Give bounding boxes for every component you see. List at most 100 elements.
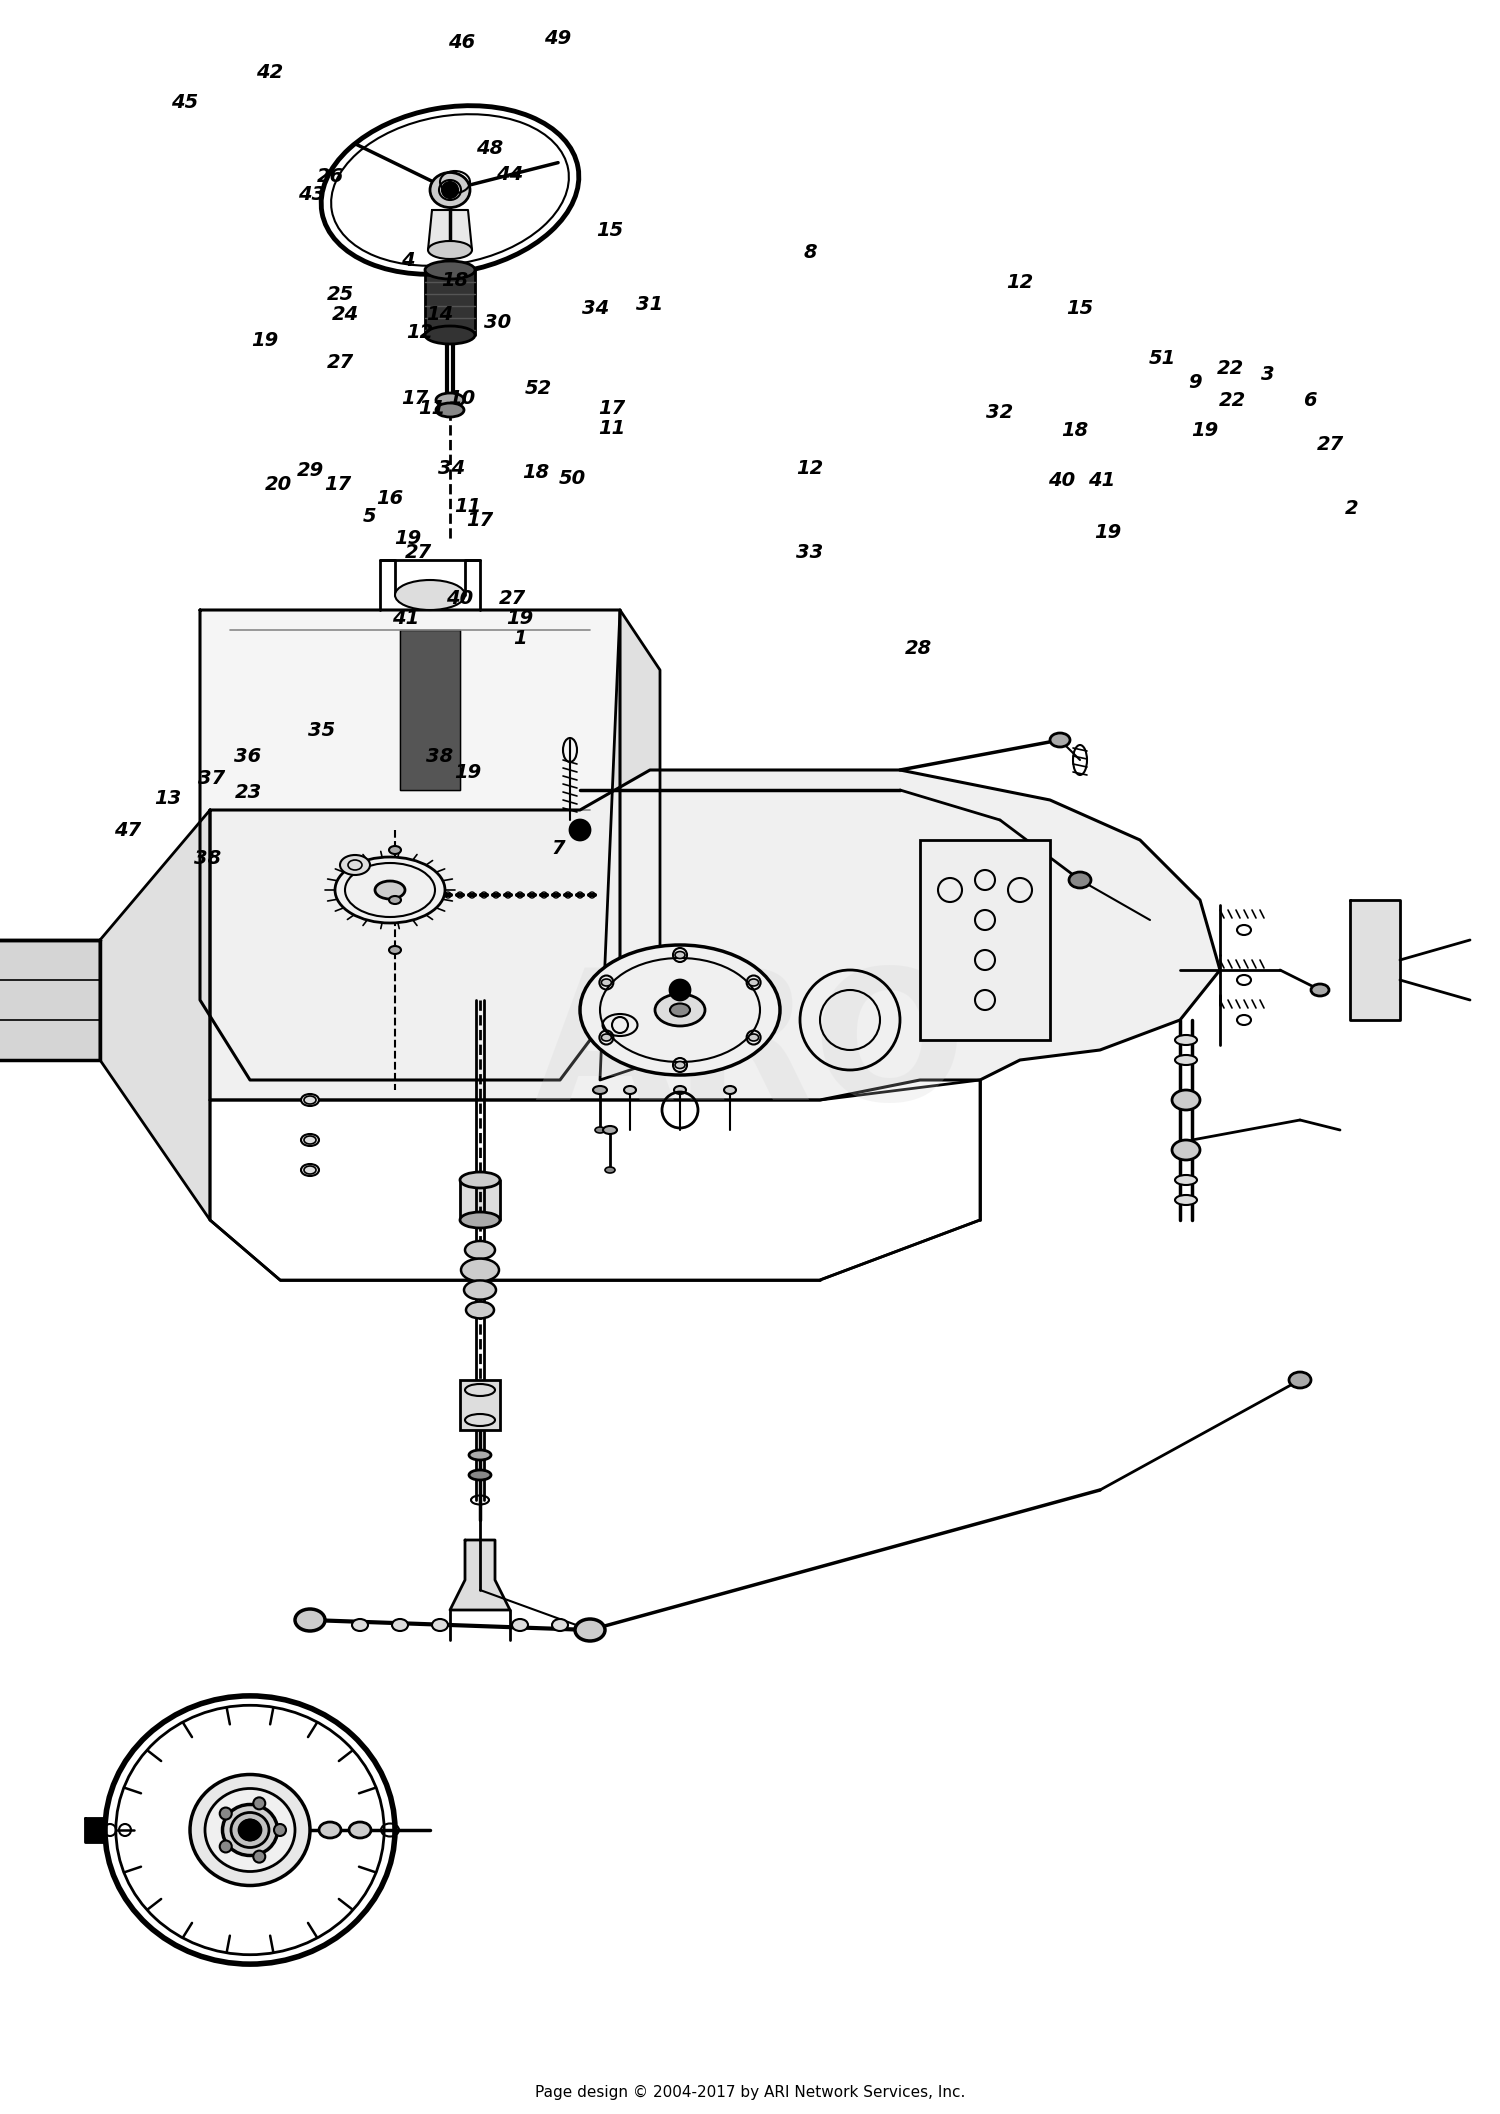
Ellipse shape xyxy=(352,1619,368,1632)
Ellipse shape xyxy=(675,1061,686,1068)
Ellipse shape xyxy=(1172,1139,1200,1161)
Ellipse shape xyxy=(656,994,705,1025)
Text: 5: 5 xyxy=(363,507,376,526)
Polygon shape xyxy=(200,611,620,1080)
Ellipse shape xyxy=(1311,983,1329,996)
Text: 45: 45 xyxy=(171,93,198,112)
Polygon shape xyxy=(424,271,476,334)
Ellipse shape xyxy=(302,1165,320,1175)
Polygon shape xyxy=(450,1539,510,1611)
Ellipse shape xyxy=(1174,1194,1197,1205)
Circle shape xyxy=(219,1841,231,1852)
Ellipse shape xyxy=(1172,1091,1200,1110)
Text: 41: 41 xyxy=(393,609,420,628)
Text: 17: 17 xyxy=(402,389,429,408)
Ellipse shape xyxy=(466,1302,494,1319)
Polygon shape xyxy=(400,630,460,791)
Ellipse shape xyxy=(320,1822,340,1837)
Text: 38: 38 xyxy=(426,746,453,765)
Text: 31: 31 xyxy=(636,296,663,315)
Ellipse shape xyxy=(624,1087,636,1095)
Text: 15: 15 xyxy=(1066,298,1094,317)
Text: 30: 30 xyxy=(484,313,512,332)
Text: 11: 11 xyxy=(454,497,482,516)
Text: 4: 4 xyxy=(400,249,416,268)
Polygon shape xyxy=(0,941,100,1059)
Text: 34: 34 xyxy=(438,459,465,478)
Text: 35: 35 xyxy=(309,721,336,740)
Ellipse shape xyxy=(465,1241,495,1260)
Ellipse shape xyxy=(388,945,400,953)
Text: 19: 19 xyxy=(252,330,279,349)
Text: 18: 18 xyxy=(522,463,549,482)
Ellipse shape xyxy=(1288,1372,1311,1389)
Ellipse shape xyxy=(748,1034,759,1040)
Ellipse shape xyxy=(724,1087,736,1095)
Text: 12: 12 xyxy=(796,459,824,478)
Circle shape xyxy=(219,1807,231,1820)
Text: 3: 3 xyxy=(1262,366,1275,385)
Circle shape xyxy=(254,1850,266,1862)
Text: 11: 11 xyxy=(419,400,446,416)
Ellipse shape xyxy=(470,1450,490,1461)
Text: 52: 52 xyxy=(525,378,552,397)
Ellipse shape xyxy=(670,1004,690,1017)
Ellipse shape xyxy=(596,1127,604,1133)
Ellipse shape xyxy=(222,1805,278,1856)
Ellipse shape xyxy=(388,846,400,854)
Circle shape xyxy=(274,1824,286,1835)
Text: 19: 19 xyxy=(1095,522,1122,541)
Text: 25: 25 xyxy=(327,285,354,304)
Text: 46: 46 xyxy=(448,32,476,51)
Ellipse shape xyxy=(602,1034,612,1040)
Text: 12: 12 xyxy=(406,323,433,342)
Ellipse shape xyxy=(375,882,405,898)
Text: 19: 19 xyxy=(1191,421,1218,440)
Circle shape xyxy=(570,820,590,839)
Ellipse shape xyxy=(1174,1055,1197,1065)
Text: 20: 20 xyxy=(264,476,291,495)
Ellipse shape xyxy=(424,326,476,345)
Text: Page design © 2004-2017 by ARI Network Services, Inc.: Page design © 2004-2017 by ARI Network S… xyxy=(536,2084,964,2099)
Polygon shape xyxy=(600,611,660,1080)
Text: 19: 19 xyxy=(454,763,482,782)
Ellipse shape xyxy=(592,1087,608,1095)
Circle shape xyxy=(670,981,690,1000)
Bar xyxy=(920,839,1050,1040)
Ellipse shape xyxy=(436,404,463,416)
Text: 47: 47 xyxy=(114,820,141,839)
Ellipse shape xyxy=(340,854,370,875)
Polygon shape xyxy=(86,1818,105,1841)
Text: 8: 8 xyxy=(802,243,818,262)
Ellipse shape xyxy=(1070,871,1090,888)
Text: 18: 18 xyxy=(1062,421,1089,440)
Text: 50: 50 xyxy=(558,469,585,488)
Text: 29: 29 xyxy=(297,461,324,480)
Ellipse shape xyxy=(460,1171,500,1188)
Text: 34: 34 xyxy=(582,298,609,317)
Ellipse shape xyxy=(512,1619,528,1632)
Ellipse shape xyxy=(424,260,476,279)
Text: 51: 51 xyxy=(1149,349,1176,368)
Text: 23: 23 xyxy=(234,784,261,803)
Polygon shape xyxy=(460,1180,500,1220)
Text: 1: 1 xyxy=(513,628,526,647)
Ellipse shape xyxy=(206,1788,296,1871)
Polygon shape xyxy=(210,769,1220,1099)
Text: 24: 24 xyxy=(332,307,358,326)
Ellipse shape xyxy=(302,1095,320,1106)
Ellipse shape xyxy=(190,1774,310,1886)
Polygon shape xyxy=(100,810,210,1220)
Text: 37: 37 xyxy=(198,769,225,789)
Ellipse shape xyxy=(460,1211,500,1228)
Ellipse shape xyxy=(602,979,612,985)
Text: 41: 41 xyxy=(1089,471,1116,490)
Ellipse shape xyxy=(238,1820,261,1839)
Text: 38: 38 xyxy=(195,848,222,867)
Text: 26: 26 xyxy=(316,167,344,186)
Text: 2: 2 xyxy=(1346,499,1359,518)
Ellipse shape xyxy=(552,1619,568,1632)
Text: 43: 43 xyxy=(298,184,326,203)
Ellipse shape xyxy=(436,393,463,408)
Ellipse shape xyxy=(674,1087,686,1095)
